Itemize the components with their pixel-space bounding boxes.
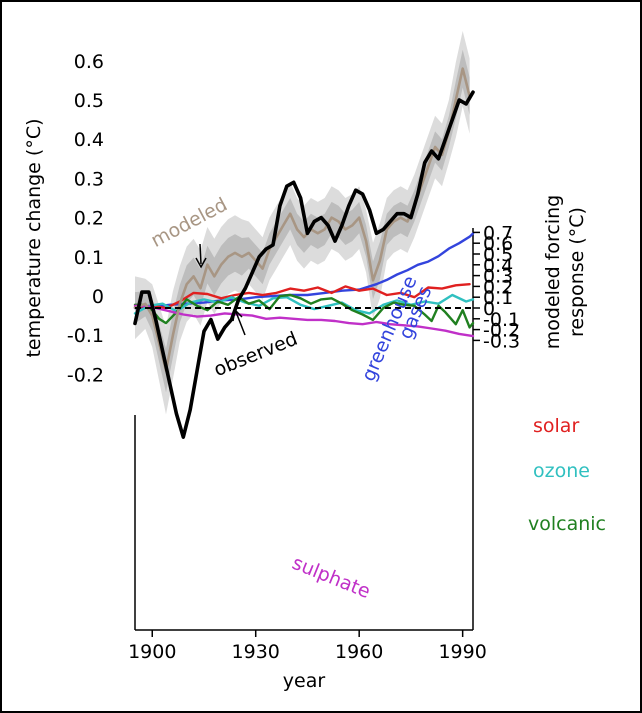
bottom-y-tick-label: 0.2 (483, 276, 513, 298)
top-y-ticks: 0.6 0.5 0.4 0.3 0.2 0.1 0 -0.1 -0.2 (67, 51, 104, 387)
series-volcanic (133, 293, 475, 329)
bottom-y-tick-label: 0.4 (483, 255, 513, 277)
top-y-tick-label: 0.2 (74, 208, 104, 230)
series-observed (133, 90, 475, 439)
top-y-tick-label: 0.4 (74, 129, 104, 151)
bottom-y-tick-label: 0.6 (483, 233, 513, 255)
bottom-y-tick-label: 0.3 (483, 266, 513, 288)
modeled-band-1 (135, 49, 470, 393)
bottom-y-ticks: 0.70.60.50.40.30.20.10-0.1-0.2-0.3 (473, 222, 520, 352)
legend-ozone: ozone (533, 460, 590, 482)
x-ticks: 1900 1930 1960 1990 (128, 630, 487, 663)
top-y-tick-label: 0.1 (74, 247, 104, 269)
bottom-y-tick-label: 0.7 (483, 222, 513, 244)
x-tick-label: 1900 (128, 641, 176, 663)
temperature-series (133, 67, 475, 439)
bottom-y-tick-label: 0.5 (483, 244, 513, 266)
legend-volcanic: volcanic (528, 513, 606, 535)
bottom-y-tick-label: -0.1 (483, 309, 520, 331)
bottom-y-tick-label: -0.2 (483, 320, 520, 342)
forcing-series (133, 232, 475, 338)
bottom-y-tick-label: 0.1 (483, 287, 513, 309)
bottom-y-axis-title: modeled forcing response (°C) (542, 195, 588, 350)
series-solar (133, 283, 471, 310)
top-y-axis-title: temperature change (°C) (23, 118, 45, 357)
bottom-y-axis-title-line2: response (°C) (566, 207, 588, 337)
series-greenhouse-gases (133, 232, 475, 310)
top-y-tick-label: -0.1 (67, 325, 104, 347)
top-y-tick-label: 0.3 (74, 168, 104, 190)
top-y-tick-label: 0 (92, 286, 104, 308)
bottom-y-tick-label: 0 (483, 298, 495, 320)
x-tick-label: 1930 (232, 641, 280, 663)
bottom-y-tick-label: -0.3 (483, 330, 520, 352)
top-y-tick-label: 0.6 (74, 51, 104, 73)
top-y-tick-label: 0.5 (74, 90, 104, 112)
x-axis-title: year (283, 670, 326, 692)
observed-arrow (232, 308, 246, 336)
top-y-tick-label: -0.2 (67, 364, 104, 386)
x-tick-label: 1990 (438, 641, 486, 663)
bottom-y-axis-title-line1: modeled forcing (542, 195, 564, 350)
x-tick-label: 1960 (335, 641, 383, 663)
modeled-arrow (195, 243, 207, 269)
modeled-uncertainty-band (135, 31, 470, 415)
legend-solar: solar (533, 415, 579, 437)
series-sulphate (133, 304, 475, 338)
